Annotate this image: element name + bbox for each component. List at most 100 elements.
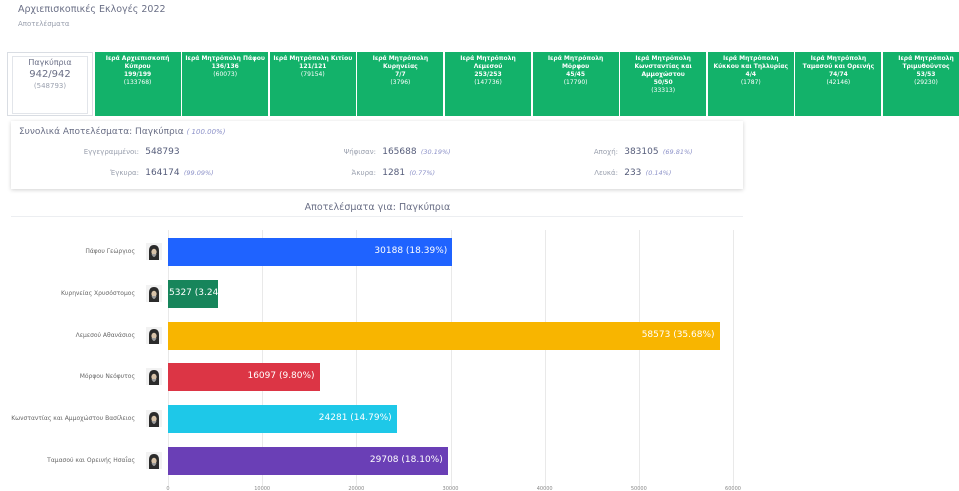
district-card[interactable]: Ιερά Μητρόπολη Μόρφου 45/45 (17790) [532, 52, 619, 116]
district-card[interactable]: Ιερά Μητρόπολη Κωνσταντίας και Αμμοχώστο… [620, 52, 707, 116]
district-card[interactable]: Ιερά Μητρόπολη Ταμασού και Ορεινής 74/74(… [795, 52, 882, 116]
x-tick-label: 50000 [630, 486, 647, 491]
district-card-voters: (17790) [563, 79, 588, 86]
abstention-value: 383105 [624, 147, 659, 157]
district-card-voters: (133768) [123, 79, 152, 86]
district-card-name: Ιερά Μητρόπολη Κύκκου και Τηλλυρίας [713, 55, 789, 70]
candidate-avatar [146, 284, 162, 302]
district-card-voters: (3796) [390, 79, 411, 86]
district-card-name: Ιερά Μητρόπολη Μόρφου [547, 55, 604, 70]
candidate-label: Κυρηνείας Χρυσόστομος [61, 289, 135, 297]
district-card-voters: (548793) [33, 82, 67, 90]
x-tick-label: 20000 [348, 486, 365, 491]
candidate-label: Λεμεσού Αθανάσιος [75, 331, 135, 339]
district-card-name: Παγκύπρια [28, 58, 72, 67]
district-card-body: Ιερά Μητρόπολη Μόρφου 45/45 (17790) [533, 55, 619, 87]
district-card-count: 53/53 [916, 71, 936, 78]
abstention-stat: Αποχή: 383105 (69.81%) [511, 147, 693, 157]
voted-value: 165688 [382, 147, 417, 157]
district-card[interactable]: Ιερά Μητρόπολη Κύκκου και Τηλλυρίας 4/4 (1… [707, 52, 794, 116]
district-card[interactable]: Ιερά Μητρόπολη Κυρηνείας 7/7 (3796) [357, 52, 444, 116]
valid-stat: Έγκυρα: 164174 (99.09%) [19, 168, 214, 178]
x-tick-label: 10000 [254, 486, 271, 491]
district-card-name: Ιερά Μητρόπολη Πάφου [185, 55, 265, 62]
district-card-voters: (1787) [740, 79, 761, 86]
district-card-name: Ιερά Μητρόπολη Κιτίου [273, 55, 353, 62]
blank-pct: (0.14%) [645, 169, 672, 177]
chart-gridline [356, 230, 358, 486]
district-card-count: 136/136 [211, 63, 239, 70]
x-tick-label: 0 [166, 486, 170, 491]
chart-title: Αποτελέσματα για: Παγκύπρια [304, 202, 451, 213]
summary-title-pct: ( 100.00%) [186, 128, 226, 136]
candidate-avatar [146, 410, 162, 428]
x-tick-label: 40000 [536, 486, 553, 491]
abstention-pct: (69.81%) [662, 148, 693, 156]
bar-value-label: 16097 (9.80%) [247, 371, 315, 382]
candidate-avatar [146, 452, 162, 469]
result-bar[interactable] [168, 238, 453, 266]
invalid-stat: Άκυρα: 1281 (0.77%) [261, 168, 436, 178]
district-card[interactable]: Ιερά Μητρόπολη Τριμυθούντος 53/53 (29230) [883, 52, 959, 116]
district-card-count: 50/50 [653, 79, 673, 86]
invalid-pct: (0.77%) [409, 169, 436, 177]
chart-gridline [450, 230, 452, 486]
summary-title-text: Συνολικά Αποτελέσματα: Παγκύπρια [19, 127, 184, 137]
result-bar[interactable] [168, 363, 320, 392]
valid-label: Έγκυρα: [110, 169, 139, 177]
district-card-voters: (33313) [651, 87, 676, 94]
registered-value: 548793 [145, 147, 180, 157]
district-card-name: Ιερά Μητρόπολη Κωνσταντίας και Αμμοχώστο… [634, 55, 692, 78]
voted-stat: Ψήφισαν: 165688 (30.19%) [261, 147, 451, 157]
district-card-name: Ιερά Μητρόπολη Ταμασού και Ορεινής [802, 55, 875, 70]
bar-value-label: 5327 (3.24%) [169, 287, 231, 298]
candidate-label: Πάφου Γεώργιος [85, 248, 135, 255]
chart-gridline [733, 230, 734, 486]
voted-label: Ψήφισαν: [343, 148, 376, 156]
district-card-body: Ιερά Μητρόπολη Κιτίου 121/121 (79154) [270, 55, 356, 79]
district-card-voters: (147736) [474, 79, 502, 86]
district-card[interactable]: Ιερά Μητρόπολη Πάφου 136/136 (60073) [182, 52, 269, 116]
chart-gridline [262, 230, 264, 486]
chart-title-divider [11, 216, 743, 217]
chart-gridline [544, 230, 546, 486]
invalid-label: Άκυρα: [351, 169, 376, 177]
district-card[interactable]: Παγκύπρια 942/942 (548793) [7, 52, 93, 116]
district-card-body: Ιερά Αρχιεπισκοπή Κύπρου 199/199 (133768) [95, 55, 181, 87]
district-card-body: Ιερά Μητρόπολη Πάφου 136/136 (60073) [182, 55, 268, 79]
district-card[interactable]: Ιερά Μητρόπολη Κιτίου 121/121 (79154) [269, 52, 356, 116]
result-bar[interactable] [168, 405, 397, 434]
abstention-label: Αποχή: [593, 148, 618, 156]
district-card-count: 74/74 [828, 71, 848, 78]
result-bar[interactable] [168, 279, 219, 308]
blank-value: 233 [624, 168, 642, 178]
result-bar[interactable] [168, 447, 448, 475]
invalid-value: 1281 [382, 168, 406, 178]
summary-title: Συνολικά Αποτελέσματα: Παγκύπρια ( 100.0… [19, 127, 225, 137]
district-card-count: 199/199 [123, 71, 152, 78]
candidate-label: Κωνσταντίας και Αμμοχώστου Βασίλειος [11, 415, 135, 423]
district-card-voters: (79154) [300, 71, 325, 78]
blank-stat: Λευκά: 233 (0.14%) [511, 168, 671, 178]
valid-pct: (99.09%) [183, 169, 214, 177]
page-subtitle: Αποτελέσματα [18, 20, 70, 28]
district-card-body: Ιερά Μητρόπολη Κυρηνείας 7/7 (3796) [357, 55, 443, 87]
result-bar[interactable] [168, 321, 720, 350]
candidate-avatar [146, 243, 162, 260]
page-header: Αρχιεπισκοπικές Εκλογές 2022 Αποτελέσματ… [18, 4, 166, 28]
summary-panel: Συνολικά Αποτελέσματα: Παγκύπρια ( 100.0… [11, 121, 743, 189]
district-card[interactable]: Ιερά Αρχιεπισκοπή Κύπρου 199/199 (133768) [94, 52, 181, 116]
x-tick-label: 30000 [442, 486, 459, 491]
valid-value: 164174 [145, 168, 180, 178]
district-card-body: Ιερά Μητρόπολη Κωνσταντίας και Αμμοχώστο… [620, 55, 706, 95]
blank-label: Λευκά: [594, 169, 618, 177]
district-card-count: 7/7 [395, 71, 406, 78]
bar-value-label: 30188 (18.39%) [374, 246, 448, 256]
district-card-count: 121/121 [299, 63, 327, 70]
bar-value-label: 58573 (35.68%) [641, 329, 715, 340]
chart-gridline [168, 230, 169, 486]
district-card[interactable]: Ιερά Μητρόπολη Λεμεσού 253/253 (147736) [445, 52, 531, 116]
voted-pct: (30.19%) [420, 148, 451, 156]
district-card-count: 253/253 [474, 71, 502, 78]
candidate-label: Μόρφου Νεόφυτος [79, 373, 135, 381]
